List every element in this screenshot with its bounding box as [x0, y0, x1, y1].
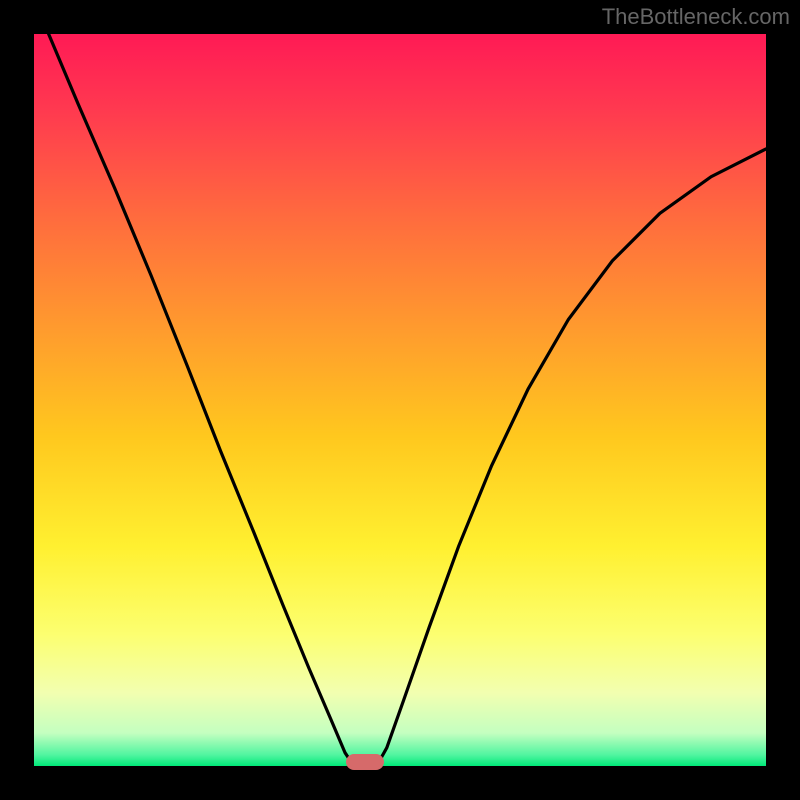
curve-layer	[34, 34, 766, 766]
left-curve	[49, 34, 354, 766]
watermark-text: TheBottleneck.com	[602, 4, 790, 30]
right-curve	[377, 149, 766, 766]
chart-container: TheBottleneck.com	[0, 0, 800, 800]
minimum-marker	[346, 754, 384, 770]
plot-area	[34, 34, 766, 766]
